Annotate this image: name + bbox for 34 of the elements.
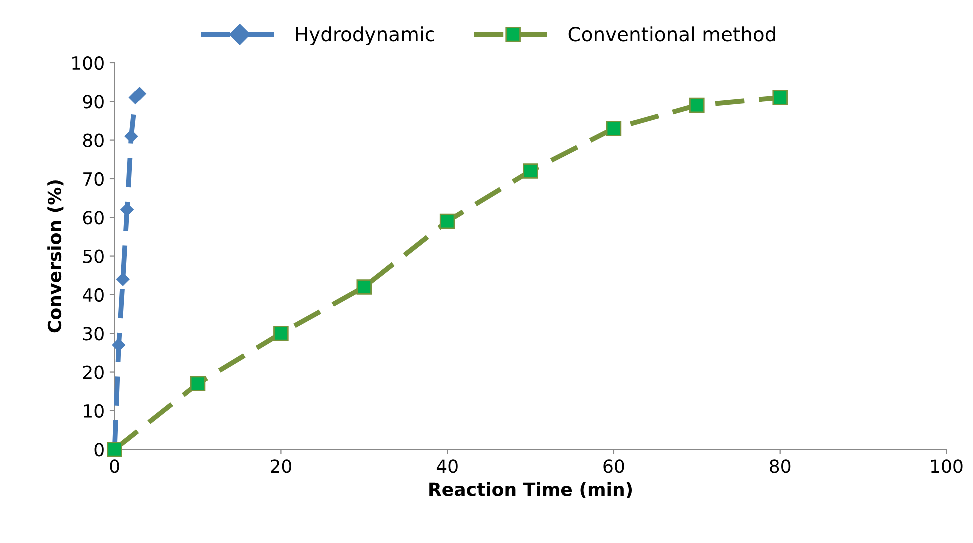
y-tick-label: 10 [84,404,104,418]
point [133,87,146,101]
point [523,164,538,179]
y-tick-label: 100 [72,56,104,70]
y-tick-label: 70 [84,172,104,186]
point [606,121,622,136]
point [772,90,788,106]
y-tick-label: 40 [83,288,104,302]
y-axis-title: Conversion (%) [48,180,64,333]
y-tick-label: 90 [83,95,104,109]
y-tick-label: 60 [83,211,104,225]
point [190,376,206,392]
point [440,214,456,230]
y-tick-label: 20 [83,366,104,380]
y-tick-label: 50 [84,250,104,264]
y-tick-label: 80 [83,134,104,148]
point [356,280,372,295]
y-tick-label: 30 [83,327,104,341]
point [274,326,289,342]
x-tick-label: 60 [604,460,624,474]
point [112,338,126,352]
point [690,98,705,114]
x-tick-label: 80 [770,460,791,474]
x-tick-label: 100 [931,460,963,474]
point [120,203,134,216]
x-tick-label: 20 [271,460,292,474]
point [116,272,130,286]
legend-label: Hydrodynamic [296,26,434,46]
y-tick-label: 0 [94,443,104,457]
x-tick-label: 0 [110,460,120,474]
point [124,130,138,144]
x-tick-label: 40 [436,460,458,474]
x-axis-title: Reaction Time (min) [430,482,632,498]
legend-label: Conventional method [568,26,776,42]
